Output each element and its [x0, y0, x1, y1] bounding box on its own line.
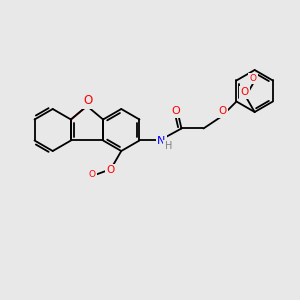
Text: O: O — [250, 74, 256, 83]
Text: O: O — [83, 94, 93, 107]
Text: O: O — [106, 165, 115, 175]
Text: O: O — [88, 170, 95, 179]
Text: O: O — [218, 106, 226, 116]
Text: N: N — [157, 136, 166, 146]
Text: O: O — [171, 106, 180, 116]
Text: O: O — [241, 87, 249, 98]
Text: H: H — [165, 141, 172, 151]
